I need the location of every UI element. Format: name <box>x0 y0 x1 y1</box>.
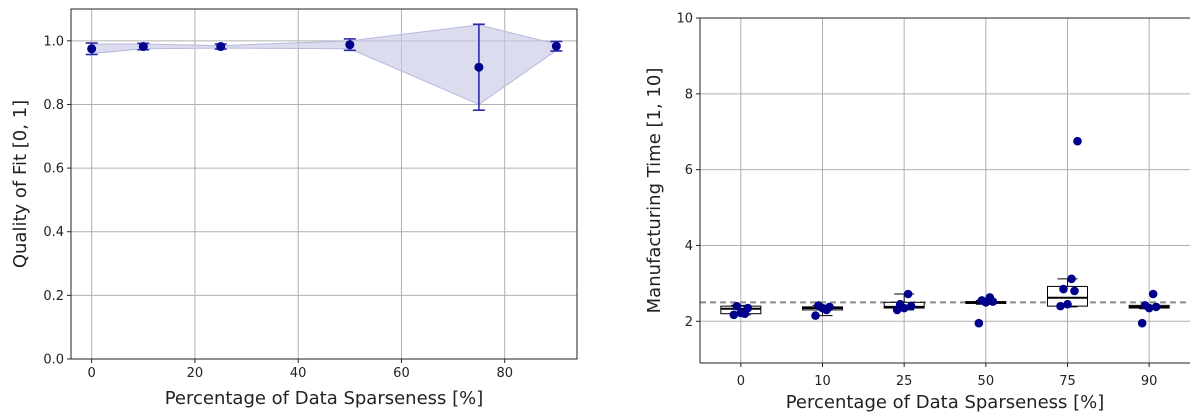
right-y-axis-label: Manufacturing Time [1, 10] <box>644 68 665 314</box>
data-point <box>985 293 995 302</box>
data-point <box>811 311 820 320</box>
right-y-tick-label: 4 <box>685 239 693 254</box>
data-point <box>974 318 984 328</box>
data-point <box>138 42 148 52</box>
right-x-axis-label: Percentage of Data Sparseness [%] <box>786 392 1105 413</box>
data-point <box>814 301 823 310</box>
data-point <box>1148 289 1158 299</box>
left-y-tick-label: 0.4 <box>43 225 64 240</box>
left-x-tick-label: 80 <box>496 366 513 381</box>
right-y-tick-label: 10 <box>676 12 693 27</box>
left-x-ticks: 0 20 40 60 80 <box>88 359 513 381</box>
data-point <box>1137 318 1147 328</box>
data-point <box>551 41 561 51</box>
data-point <box>977 296 987 305</box>
data-point <box>903 289 913 299</box>
left-x-tick-label: 0 <box>88 366 96 381</box>
data-point <box>732 301 742 311</box>
right-x-tick-label: 75 <box>1059 374 1076 389</box>
data-point <box>474 62 484 72</box>
data-point <box>1063 299 1072 309</box>
right-x-ticks: 0 10 25 50 75 90 <box>737 363 1158 389</box>
left-y-ticks: 0.0 0.2 0.4 0.6 0.8 1.0 <box>43 34 71 368</box>
left-x-tick-label: 20 <box>187 366 204 381</box>
data-point <box>895 299 905 309</box>
right-x-tick-label: 0 <box>737 374 745 389</box>
left-x-tick-label: 60 <box>393 366 410 381</box>
right-y-ticks: 2 4 6 8 10 <box>676 12 700 330</box>
data-point <box>1140 301 1150 310</box>
right-y-tick-label: 8 <box>685 87 693 102</box>
data-point <box>906 301 916 311</box>
left-x-axis-label: Percentage of Data Sparseness [%] <box>165 388 484 409</box>
left-y-tick-label: 0.0 <box>43 353 64 368</box>
data-point <box>1059 284 1068 294</box>
right-y-tick-label: 6 <box>685 163 693 178</box>
left-points <box>87 40 561 72</box>
left-y-tick-label: 1.0 <box>43 34 64 49</box>
data-point <box>87 44 97 54</box>
right-x-tick-label: 50 <box>978 374 995 389</box>
left-y-tick-label: 0.2 <box>43 289 64 304</box>
data-point <box>740 309 750 319</box>
data-point <box>1073 136 1082 146</box>
data-point <box>1056 301 1065 311</box>
right-x-tick-label: 90 <box>1141 374 1158 389</box>
data-point <box>216 42 226 52</box>
data-point <box>822 305 831 315</box>
right-plot-area <box>700 18 1190 363</box>
data-point <box>1070 286 1079 296</box>
right-x-tick-label: 10 <box>814 374 831 389</box>
left-plot-frame <box>70 8 578 360</box>
quality-of-fit-chart: 0 20 40 60 80 0.0 0.2 0.4 0.6 0.8 1.0 Percentage … <box>10 8 578 409</box>
left-y-tick-label: 0.6 <box>43 162 64 177</box>
data-point <box>345 40 355 50</box>
data-point <box>1067 274 1076 284</box>
data-point <box>729 310 739 320</box>
manufacturing-time-chart: 0 10 25 50 75 90 2 4 6 8 10 Percentage of Data Sp… <box>644 12 1190 413</box>
right-x-tick-label: 25 <box>896 374 913 389</box>
left-x-tick-label: 40 <box>290 366 307 381</box>
data-point <box>1151 302 1161 312</box>
left-y-axis-label: Quality of Fit [0, 1] <box>10 100 31 268</box>
right-y-tick-label: 2 <box>685 315 693 330</box>
left-y-tick-label: 0.8 <box>43 98 64 113</box>
right-plot-frame <box>699 17 1190 364</box>
right-points <box>729 136 1161 328</box>
